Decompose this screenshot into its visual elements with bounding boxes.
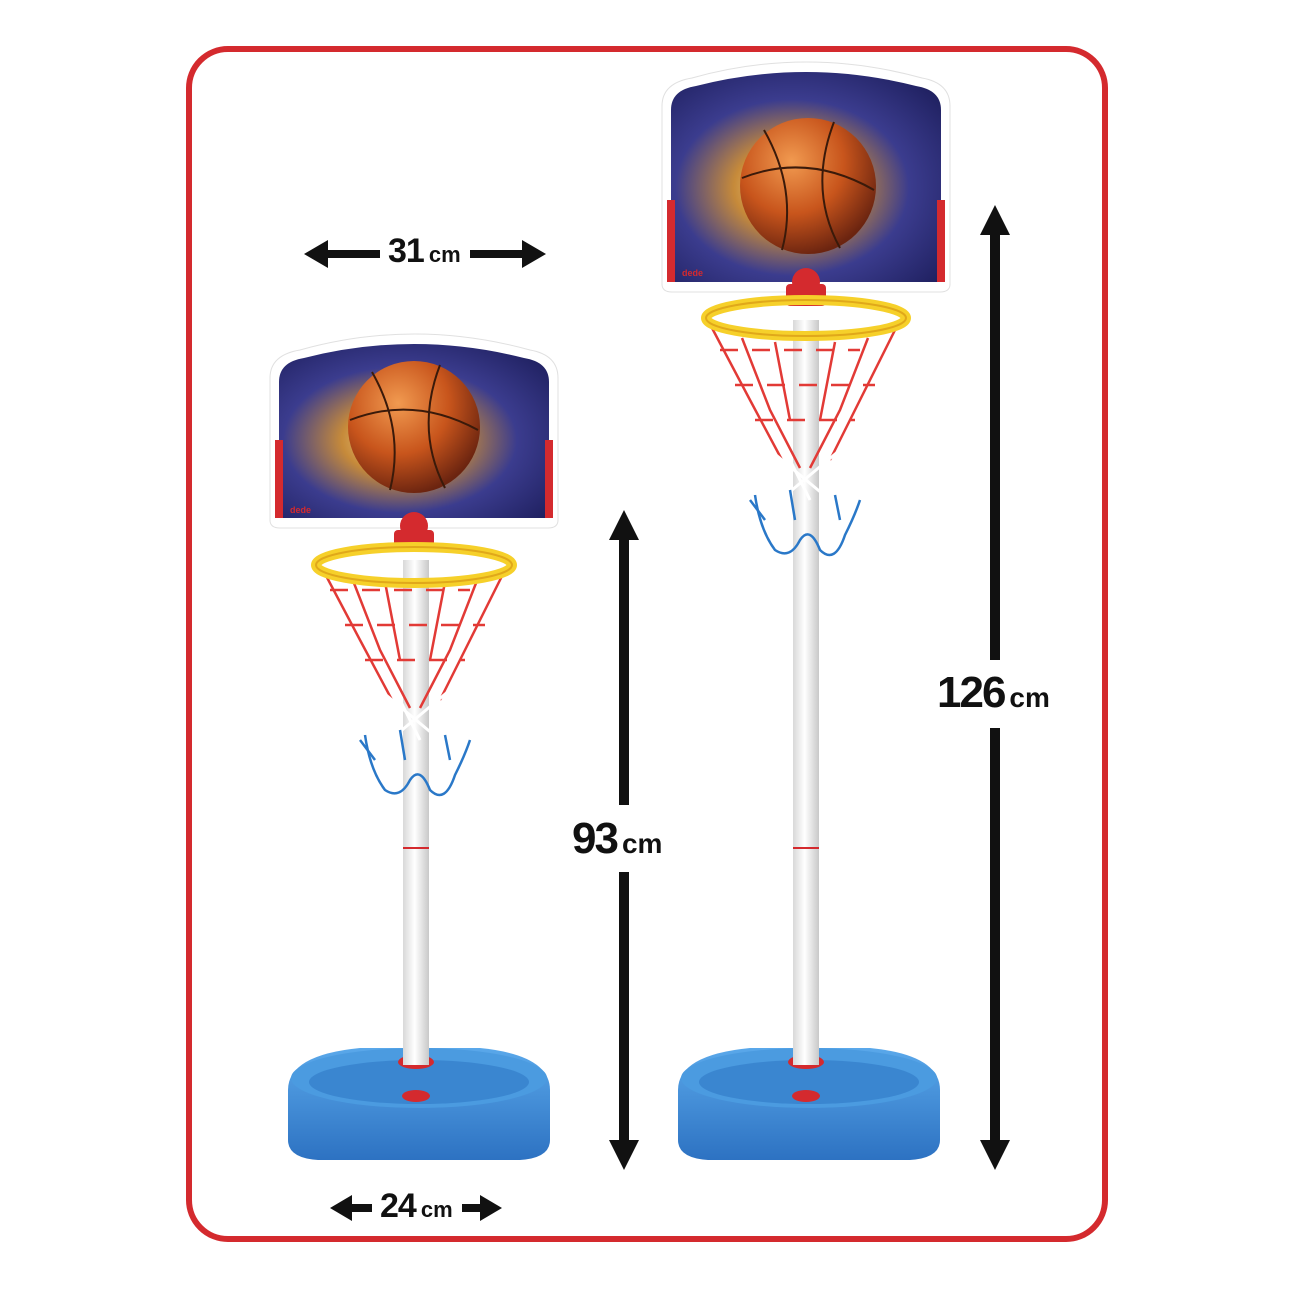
arrow-backboard-width bbox=[304, 240, 546, 268]
pole-high bbox=[793, 320, 819, 1065]
net-high bbox=[710, 327, 898, 557]
arrow-high-height bbox=[980, 205, 1010, 1170]
high-height-unit: cm bbox=[1009, 682, 1050, 713]
basketball-graphic-low bbox=[348, 361, 480, 493]
label-backboard-width: 31 cm bbox=[388, 232, 461, 271]
base-width-unit: cm bbox=[420, 1197, 453, 1222]
backboard-low: dede bbox=[269, 333, 559, 529]
net-low bbox=[320, 567, 508, 797]
arrow-low-height bbox=[609, 510, 639, 1170]
hoop-low: dede bbox=[269, 333, 559, 1160]
pole-low bbox=[403, 560, 429, 1065]
border-frame bbox=[186, 46, 1108, 1242]
arrow-base-width bbox=[330, 1195, 502, 1221]
basketball-graphic-high bbox=[740, 118, 876, 254]
backboard-high: dede bbox=[661, 61, 951, 293]
base-low bbox=[288, 1048, 550, 1160]
base-width-value: 24 bbox=[380, 1187, 417, 1225]
backboard-width-value: 31 bbox=[388, 232, 425, 270]
label-low-height: 93 cm bbox=[572, 814, 663, 864]
brand-logo-low: dede bbox=[290, 505, 311, 515]
brand-logo-high: dede bbox=[682, 268, 703, 278]
low-height-value: 93 bbox=[572, 814, 619, 863]
label-base-width: 24 cm bbox=[380, 1187, 453, 1226]
high-height-value: 126 bbox=[937, 668, 1006, 717]
hoop-high: dede bbox=[661, 61, 951, 1160]
label-high-height: 126 cm bbox=[937, 668, 1050, 718]
backboard-width-unit: cm bbox=[428, 242, 461, 267]
base-high bbox=[678, 1048, 940, 1160]
low-height-unit: cm bbox=[621, 828, 663, 859]
